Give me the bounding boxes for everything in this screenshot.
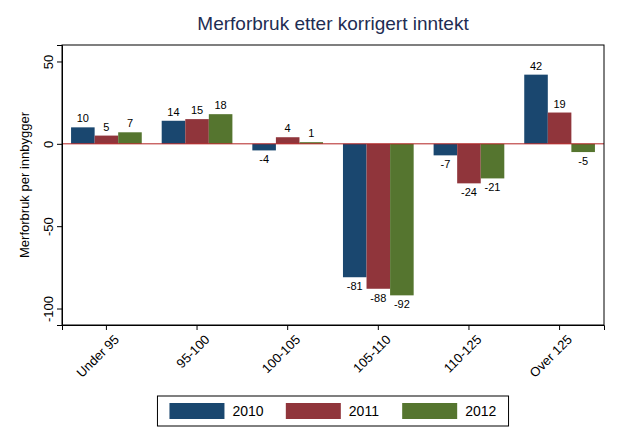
- bar: [209, 114, 233, 144]
- data-label: -7: [440, 158, 450, 170]
- data-label: -88: [370, 292, 386, 304]
- data-label: -24: [461, 186, 477, 198]
- y-axis-title: Merforbruk per innbygger: [17, 111, 32, 258]
- data-label: 15: [191, 104, 203, 116]
- legend-swatch: [286, 403, 341, 419]
- bar: [118, 132, 142, 144]
- bar: [571, 144, 595, 152]
- chart: 10 14 -4 -81 -7 42 5 15 4 -88 -24 19 7 18 1 -92 -21 -5 -10…: [0, 0, 617, 448]
- title: Merforbruk etter korrigert inntekt: [197, 13, 469, 34]
- x-axis-line: [63, 326, 605, 331]
- y-tick-mark: [57, 61, 62, 62]
- x-tick-mark: [468, 325, 469, 330]
- legend-frame: [157, 396, 508, 426]
- y-tick-mark: [57, 226, 62, 227]
- y-tick: -100: [41, 296, 62, 322]
- x-tick-mark: [197, 325, 198, 330]
- plot: 10 14 -4 -81 -7 42 5 15 4 -88 -24 19 7 18 1 -92 -21 -5 -10…: [41, 45, 605, 380]
- bars: [71, 75, 595, 296]
- y-tick-label: -50: [41, 217, 56, 236]
- x-tick: Over 125: [527, 325, 575, 380]
- data-label: -81: [347, 280, 363, 292]
- legend-swatch: [169, 403, 224, 419]
- data-label: 4: [285, 122, 291, 134]
- x-tick-label: 95-100: [173, 332, 212, 371]
- x-tick: 95-100: [173, 325, 212, 371]
- bar: [276, 137, 300, 144]
- bar: [548, 113, 572, 144]
- y-tick-label: -100: [41, 296, 56, 322]
- x-tick-label: 100-105: [259, 332, 303, 376]
- x-tick: Under 95: [73, 325, 121, 380]
- x-tick-mark: [287, 325, 288, 330]
- data-label: -21: [485, 181, 501, 193]
- y-axis: -100 -50 0 50: [41, 46, 63, 326]
- zero-line: [62, 143, 604, 144]
- bar: [343, 144, 367, 277]
- x-axis: Under 95 95-100 100-105 105-110 110-125 Over …: [63, 325, 605, 380]
- bar: [71, 127, 95, 143]
- data-label: 14: [167, 106, 179, 118]
- x-tick: 100-105: [259, 325, 303, 376]
- y-tick-mark: [57, 309, 62, 310]
- legend-label: 2010: [232, 403, 263, 419]
- bar: [457, 144, 481, 184]
- bar: [390, 144, 414, 296]
- data-label: 10: [77, 112, 89, 124]
- x-tick-mark: [106, 325, 107, 330]
- legend-label: 2012: [465, 403, 496, 419]
- bar: [185, 119, 209, 144]
- bar: [367, 144, 391, 289]
- x-tick-label: Over 125: [527, 332, 575, 380]
- plot-frame: [62, 45, 604, 325]
- x-tick-label: 105-110: [350, 332, 394, 376]
- data-label: 42: [530, 60, 542, 72]
- y-tick-mark: [57, 144, 62, 145]
- data-label: 1: [308, 127, 314, 139]
- x-tick-label: 110-125: [441, 332, 485, 376]
- x-tick-mark: [378, 325, 379, 330]
- y-tick-label: 0: [41, 141, 56, 148]
- bar: [162, 121, 186, 144]
- bar: [95, 136, 119, 144]
- y-tick: 50: [41, 55, 62, 69]
- bar: [252, 144, 276, 151]
- bar: [481, 144, 505, 179]
- data-labels: 10 14 -4 -81 -7 42 5 15 4 -88 -24 19 7 18 1 -92 -21 -5: [77, 60, 588, 311]
- legend: 2010 2011 2012: [157, 396, 508, 426]
- x-tick-label: Under 95: [73, 332, 121, 380]
- data-label: 19: [553, 98, 565, 110]
- x-tick: 105-110: [350, 325, 394, 376]
- y-tick: 0: [41, 141, 62, 148]
- background: [0, 0, 617, 448]
- bar: [524, 75, 548, 144]
- data-label: 7: [127, 117, 133, 129]
- x-tick: 110-125: [441, 325, 485, 376]
- plot-area: [62, 45, 604, 325]
- y-tick-label: 50: [41, 55, 56, 69]
- legend-swatch: [402, 403, 457, 419]
- data-label: -4: [259, 153, 269, 165]
- data-label: -92: [394, 298, 410, 310]
- x-tick-mark: [559, 325, 560, 330]
- legend-label: 2011: [349, 403, 379, 419]
- data-label: -5: [578, 155, 588, 167]
- bar: [434, 144, 458, 156]
- data-label: 5: [103, 121, 109, 133]
- y-tick: -50: [41, 217, 62, 236]
- data-label: 18: [214, 99, 226, 111]
- y-axis-line: [57, 46, 63, 326]
